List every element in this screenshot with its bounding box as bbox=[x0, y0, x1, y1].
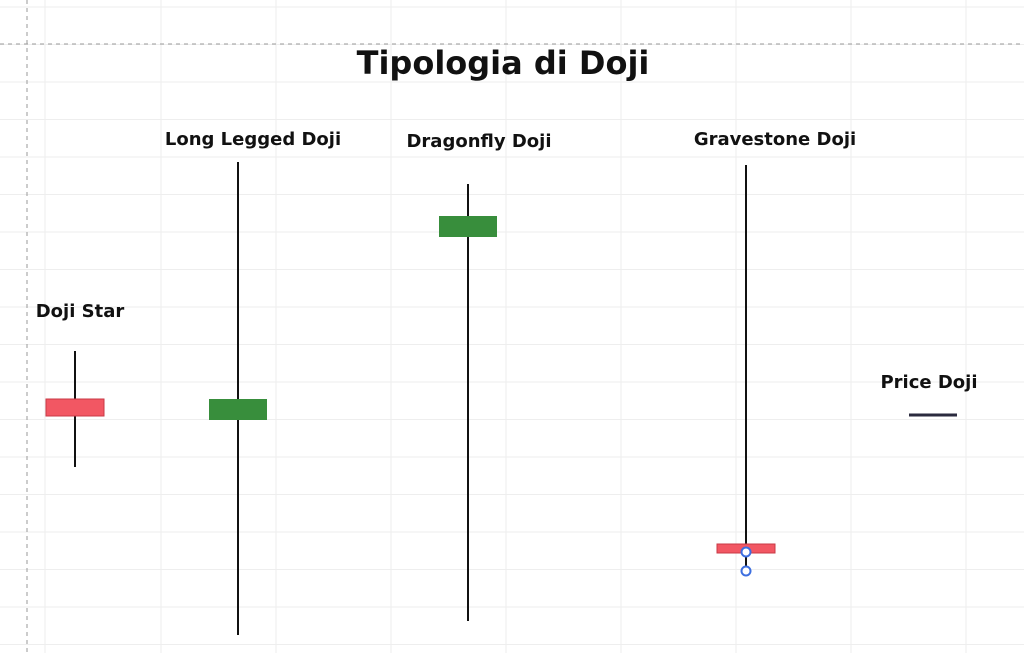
candle-long-legged-doji[interactable] bbox=[209, 162, 267, 635]
label-gravestone-doji: Gravestone Doji bbox=[693, 129, 857, 150]
label-price-doji: Price Doji bbox=[880, 372, 978, 393]
candle-gravestone-doji[interactable] bbox=[716, 165, 776, 577]
chart-title: Tipologia di Doji bbox=[356, 44, 650, 82]
candle-dragonfly-doji[interactable] bbox=[439, 184, 497, 621]
selection-handle-bottom[interactable] bbox=[740, 565, 752, 577]
label-long-legged-doji: Long Legged Doji bbox=[164, 129, 342, 150]
candle-doji-star[interactable] bbox=[45, 351, 105, 467]
label-dragonfly-doji: Dragonfly Doji bbox=[406, 131, 552, 152]
label-doji-star: Doji Star bbox=[35, 301, 125, 322]
selection-handle-top[interactable] bbox=[740, 546, 752, 558]
candle-long-legged-doji-body bbox=[209, 399, 267, 420]
candle-doji-star-body bbox=[45, 398, 105, 417]
candle-dragonfly-doji-body bbox=[439, 216, 497, 237]
